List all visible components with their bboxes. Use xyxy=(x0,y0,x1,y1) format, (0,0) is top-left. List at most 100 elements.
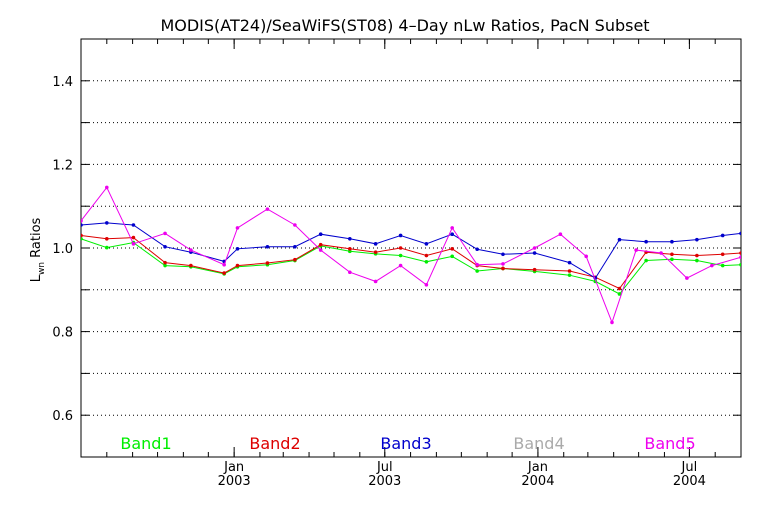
y-tick-label: 1.2 xyxy=(52,158,73,173)
data-point xyxy=(163,263,167,268)
data-point xyxy=(318,248,323,252)
data-point xyxy=(235,226,240,230)
data-point xyxy=(105,185,109,190)
x-tick-label-month: Jul xyxy=(681,460,698,475)
grid-lines xyxy=(81,80,741,416)
data-point xyxy=(659,251,663,255)
data-point xyxy=(720,233,725,238)
data-point xyxy=(81,223,83,227)
data-point xyxy=(670,257,674,262)
data-point xyxy=(739,231,741,236)
x-tick-label-year: 2003 xyxy=(368,474,401,489)
y-tick-label: 0.8 xyxy=(52,326,73,341)
y-axis-label-main: L xyxy=(29,274,44,282)
legend-label-band3: Band3 xyxy=(380,434,431,453)
data-point xyxy=(398,263,403,268)
data-point xyxy=(189,263,193,268)
data-point xyxy=(670,239,674,244)
plot-frame xyxy=(80,38,742,458)
data-point xyxy=(610,320,614,325)
data-point xyxy=(670,252,674,257)
series-band5 xyxy=(81,185,741,325)
data-point xyxy=(424,259,429,264)
data-point xyxy=(695,258,699,263)
data-point xyxy=(720,263,725,268)
data-point xyxy=(318,232,323,237)
data-point xyxy=(293,223,297,227)
data-point xyxy=(424,282,429,287)
data-point xyxy=(501,266,505,271)
data-point xyxy=(398,253,403,258)
data-point xyxy=(720,252,725,257)
data-point xyxy=(373,279,378,284)
data-point xyxy=(348,270,352,275)
legend-label-band5: Band5 xyxy=(644,434,695,453)
data-point xyxy=(398,233,403,238)
data-point xyxy=(450,247,454,251)
data-point xyxy=(222,271,226,275)
data-point xyxy=(235,247,240,251)
data-point xyxy=(450,226,454,230)
data-point xyxy=(567,269,572,273)
y-axis-label-subscript: wn xyxy=(37,262,47,275)
data-point xyxy=(475,269,479,273)
data-point xyxy=(501,252,505,257)
chart-title: MODIS(AT24)/SeaWiFS(ST08) 4–Day nLw Rati… xyxy=(160,16,649,35)
data-point xyxy=(105,245,109,250)
data-point xyxy=(617,286,622,291)
data-point xyxy=(318,242,323,247)
data-point xyxy=(617,292,622,296)
data-point xyxy=(739,262,741,267)
data-point xyxy=(105,221,109,225)
data-point xyxy=(163,231,167,236)
data-point xyxy=(81,233,83,238)
x-tick-label-year: 2004 xyxy=(521,474,554,489)
data-point xyxy=(695,253,699,258)
data-point xyxy=(567,260,572,265)
legend-label-band2: Band2 xyxy=(249,434,300,453)
data-point xyxy=(567,273,572,277)
data-point xyxy=(532,246,537,250)
data-point xyxy=(265,261,270,265)
series-line xyxy=(81,222,741,279)
data-point xyxy=(348,237,352,241)
data-point xyxy=(739,251,741,255)
data-point xyxy=(475,262,479,267)
legend-label-band4: Band4 xyxy=(513,434,564,453)
data-point xyxy=(348,249,352,254)
data-point xyxy=(398,246,403,250)
data-point xyxy=(475,247,479,252)
data-point xyxy=(424,253,429,258)
legend: Band1 Band2 Band3 Band4 Band5 xyxy=(120,434,695,453)
x-tick-label-month: Jan xyxy=(223,460,244,475)
series-line xyxy=(81,235,741,290)
data-point xyxy=(131,242,136,246)
data-point xyxy=(81,219,83,223)
series-band1 xyxy=(81,237,741,296)
data-point xyxy=(710,263,714,268)
data-point xyxy=(131,223,136,227)
data-point xyxy=(450,232,454,237)
data-point xyxy=(81,237,83,241)
data-point xyxy=(634,248,638,252)
data-point xyxy=(644,239,648,244)
data-point xyxy=(617,237,622,242)
data-point xyxy=(685,276,689,280)
series-line xyxy=(81,238,741,295)
data-point xyxy=(189,248,193,252)
axes: 0.60.81.01.21.4Jan2003Jul2003Jan2004Jul2… xyxy=(52,39,742,489)
data-point xyxy=(293,257,297,262)
data-point xyxy=(105,237,109,241)
series-group xyxy=(81,185,741,325)
x-tick-label-month: Jul xyxy=(376,460,393,475)
series-band2 xyxy=(81,233,741,291)
series-line xyxy=(81,186,741,324)
x-tick-label-year: 2003 xyxy=(218,474,251,489)
data-point xyxy=(424,242,429,246)
data-point xyxy=(501,262,505,266)
x-tick-label-year: 2004 xyxy=(673,474,706,489)
data-point xyxy=(163,244,167,249)
y-tick-label: 1.4 xyxy=(52,75,73,90)
data-point xyxy=(131,235,136,240)
